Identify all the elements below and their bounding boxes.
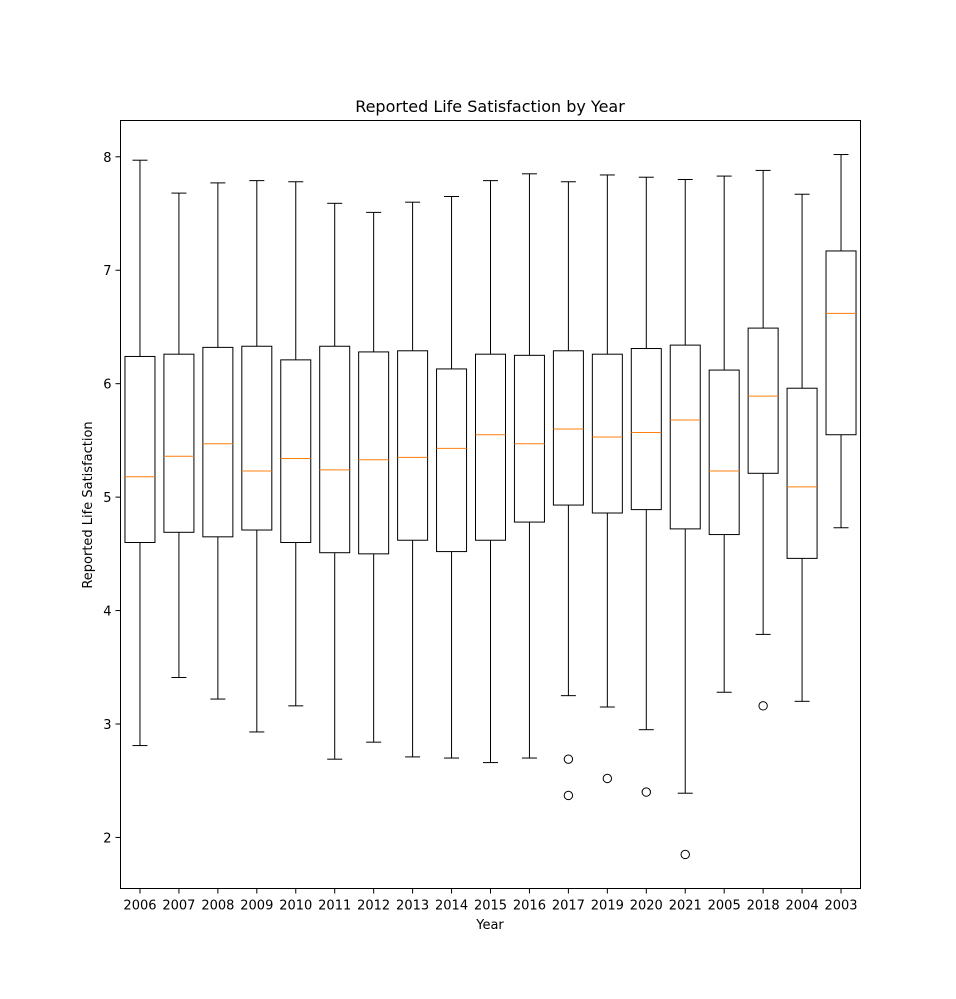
x-tick-label: 2004 bbox=[786, 899, 819, 914]
y-tick-label: 7 bbox=[103, 264, 111, 279]
box-2021 bbox=[669, 344, 701, 530]
y-tick-label: 6 bbox=[103, 378, 111, 393]
x-tick-label: 2012 bbox=[357, 899, 390, 914]
y-tick-label: 8 bbox=[103, 151, 111, 166]
x-tick-label: 2015 bbox=[474, 899, 507, 914]
box-2012 bbox=[358, 351, 390, 555]
x-tick-label: 2016 bbox=[513, 899, 546, 914]
box-2016 bbox=[513, 354, 545, 523]
x-tick-label: 2009 bbox=[240, 899, 273, 914]
box-2011 bbox=[319, 345, 351, 554]
box-2013 bbox=[397, 350, 429, 541]
box-2007 bbox=[163, 353, 195, 533]
outlier-point bbox=[602, 773, 613, 784]
y-tick-label: 3 bbox=[103, 718, 111, 733]
x-tick-label: 2018 bbox=[747, 899, 780, 914]
x-tick-label: 2011 bbox=[318, 899, 351, 914]
x-tick-label: 2019 bbox=[591, 899, 624, 914]
outlier-point bbox=[758, 701, 768, 711]
x-tick-label: 2013 bbox=[396, 899, 429, 914]
box-2004 bbox=[786, 387, 818, 559]
box-2014 bbox=[436, 368, 468, 553]
box-2006 bbox=[124, 355, 156, 544]
outlier-point bbox=[563, 790, 574, 801]
x-axis-label: Year bbox=[475, 918, 504, 933]
y-axis-label: Reported Life Satisfaction bbox=[81, 421, 96, 588]
box-2005 bbox=[708, 369, 740, 536]
box-2015 bbox=[475, 353, 506, 541]
x-tick-label: 2008 bbox=[201, 899, 234, 914]
y-tick-label: 4 bbox=[103, 605, 111, 620]
x-tick-label: 2007 bbox=[162, 899, 195, 914]
box-2017 bbox=[552, 350, 584, 506]
y-tick-label: 2 bbox=[103, 831, 111, 846]
x-tick-label: 2020 bbox=[630, 899, 663, 914]
x-tick-label: 2003 bbox=[824, 899, 857, 914]
box-2010 bbox=[280, 359, 312, 544]
x-tick-label: 2017 bbox=[552, 899, 585, 914]
chart-title: Reported Life Satisfaction by Year bbox=[355, 97, 625, 116]
outlier-point bbox=[641, 787, 651, 797]
x-tick-label: 2021 bbox=[669, 899, 702, 914]
box-2019 bbox=[591, 353, 623, 514]
x-tick-label: 2014 bbox=[435, 899, 468, 914]
plot-frame bbox=[120, 120, 861, 889]
outlier-point bbox=[680, 849, 690, 860]
x-tick-label: 2010 bbox=[279, 899, 312, 914]
box-2020 bbox=[630, 348, 662, 511]
box-2018 bbox=[747, 327, 779, 474]
box-2009 bbox=[241, 345, 273, 531]
box-2008 bbox=[202, 346, 234, 538]
x-tick-label: 2005 bbox=[708, 899, 741, 914]
x-tick-label: 2006 bbox=[123, 899, 156, 914]
plot-area: 2 3 4 5 6 7 8 2006 2007 2008 2009 2010 2011 2012 2013 2… bbox=[103, 151, 857, 914]
y-tick-label: 5 bbox=[103, 491, 111, 506]
outlier-point bbox=[563, 754, 574, 764]
box-2003 bbox=[825, 250, 857, 436]
